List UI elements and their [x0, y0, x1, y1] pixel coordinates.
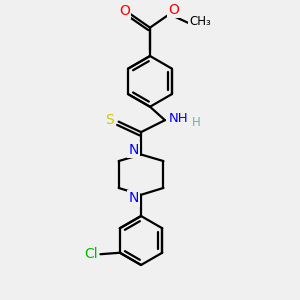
Text: S: S: [105, 113, 114, 127]
Text: NH: NH: [169, 112, 188, 125]
Text: H: H: [192, 116, 201, 129]
Text: N: N: [128, 191, 139, 206]
Text: Cl: Cl: [84, 247, 98, 261]
Text: CH₃: CH₃: [189, 15, 211, 28]
Text: O: O: [119, 4, 130, 18]
Text: N: N: [128, 143, 139, 157]
Text: O: O: [169, 3, 179, 17]
